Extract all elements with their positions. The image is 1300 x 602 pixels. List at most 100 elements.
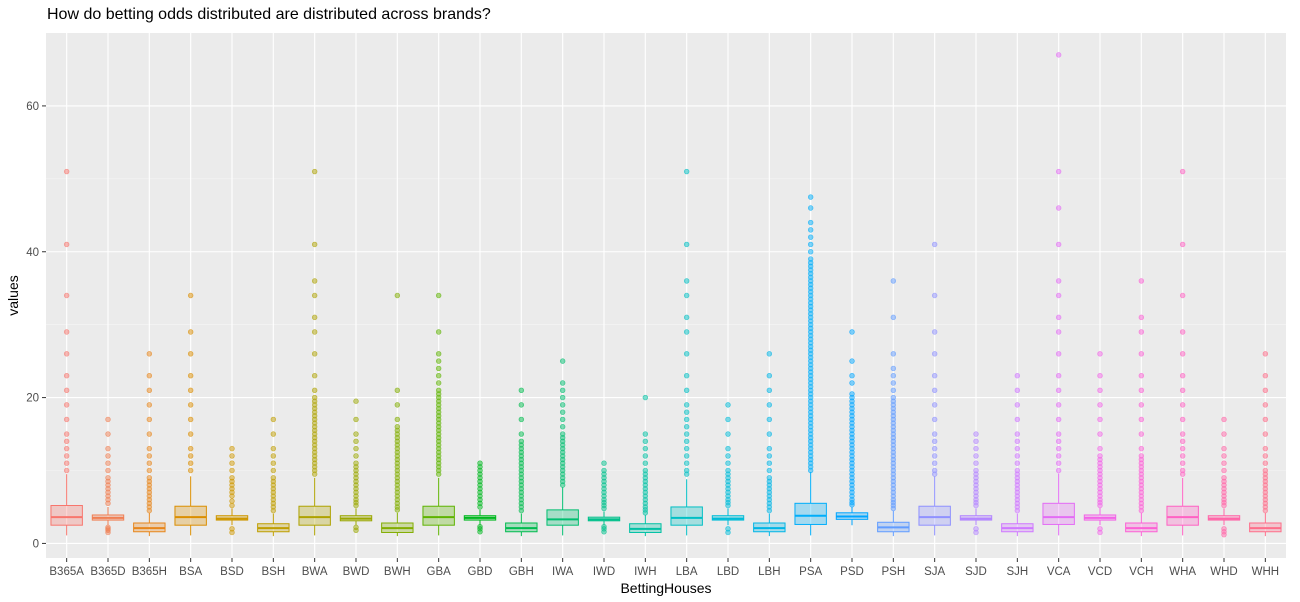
outlier-point — [187, 402, 194, 408]
outlier-point — [146, 351, 153, 357]
outlier-point — [311, 351, 318, 357]
outlier-point — [518, 431, 525, 437]
boxes-layer — [50, 52, 1282, 538]
outlier-point — [642, 394, 649, 401]
outlier-point — [890, 278, 897, 284]
outlier-point — [725, 431, 731, 437]
outlier-point — [1014, 453, 1021, 459]
outlier-point — [1262, 467, 1269, 474]
outlier-point — [683, 329, 690, 335]
box-BSD — [215, 445, 249, 536]
outlier-point — [931, 329, 938, 335]
outlier-point — [973, 438, 979, 445]
outlier-point — [931, 387, 938, 393]
outlier-point — [807, 256, 814, 262]
outlier-point — [311, 329, 318, 335]
outlier-point — [807, 234, 814, 240]
outlier-point — [105, 416, 111, 423]
box-SJH — [1001, 373, 1034, 537]
x-tick-label: VCD — [1088, 566, 1112, 578]
outlier-point — [229, 445, 235, 452]
x-tick-label: SJD — [965, 566, 987, 578]
outlier-point — [766, 453, 773, 459]
outlier-point — [187, 373, 194, 379]
outlier-point — [518, 387, 525, 393]
box-LBA — [670, 168, 703, 536]
outlier-point — [1097, 445, 1103, 452]
outlier-point — [683, 438, 690, 445]
outlier-point — [725, 416, 731, 423]
box-BWD — [339, 398, 373, 533]
outlier-point — [766, 445, 773, 452]
outlier-point — [1179, 460, 1186, 466]
outlier-point — [931, 467, 938, 474]
box-iqr — [50, 505, 83, 526]
outlier-point — [683, 351, 690, 357]
x-tick-label: WHH — [1252, 566, 1279, 578]
y-tick-label: 60 — [26, 101, 39, 113]
outlier-point — [642, 438, 649, 445]
outlier-point — [146, 387, 153, 393]
outlier-point — [931, 241, 938, 248]
outlier-point — [683, 292, 690, 299]
outlier-point — [1055, 205, 1062, 211]
outlier-point — [63, 438, 70, 445]
x-tick-label: WHD — [1210, 566, 1237, 578]
outlier-point — [1097, 526, 1103, 532]
box-iqr — [918, 505, 951, 526]
x-tick-label: GBD — [468, 566, 493, 578]
outlier-point — [931, 416, 938, 423]
outlier-point — [63, 445, 70, 452]
x-tick-label: BSA — [179, 566, 202, 578]
outlier-point — [146, 416, 153, 423]
outlier-point — [311, 168, 318, 175]
outlier-point — [725, 460, 731, 466]
outlier-point — [229, 460, 235, 466]
outlier-point — [1262, 460, 1269, 466]
outlier-point — [105, 467, 111, 474]
outlier-point — [807, 205, 814, 211]
outlier-point — [559, 402, 566, 408]
outlier-point — [1055, 467, 1062, 474]
outlier-point — [1014, 387, 1021, 393]
outlier-point — [683, 278, 690, 284]
outlier-point — [725, 402, 731, 408]
outlier-point — [725, 445, 731, 452]
box-WHH — [1249, 351, 1282, 537]
outlier-point — [63, 402, 70, 408]
x-tick-label: GBA — [427, 566, 452, 578]
outlier-point — [559, 394, 566, 401]
outlier-point — [1055, 402, 1062, 408]
outlier-point — [63, 453, 70, 459]
outlier-point — [683, 416, 690, 423]
outlier-point — [931, 431, 938, 437]
outlier-point — [187, 387, 194, 393]
outlier-point — [394, 387, 401, 393]
outlier-point — [807, 219, 814, 226]
outlier-point — [849, 358, 855, 364]
outlier-point — [642, 467, 649, 474]
outlier-point — [353, 445, 359, 452]
outlier-point — [683, 445, 690, 452]
x-tick-label: BSD — [220, 566, 244, 578]
x-tick-label: BWA — [302, 566, 328, 578]
outlier-point — [849, 329, 855, 335]
outlier-point — [435, 358, 442, 364]
outlier-point — [270, 453, 277, 459]
outlier-point — [890, 380, 897, 386]
outlier-point — [270, 460, 277, 466]
outlier-point — [1097, 416, 1103, 423]
outlier-point — [187, 431, 194, 437]
outlier-point — [1262, 402, 1269, 408]
outlier-point — [1014, 460, 1021, 466]
outlier-point — [559, 409, 566, 415]
outlier-point — [973, 460, 979, 466]
outlier-point — [477, 460, 483, 466]
outlier-point — [890, 314, 897, 321]
outlier-point — [146, 402, 153, 408]
outlier-point — [931, 460, 938, 466]
y-tick-label: 40 — [26, 247, 39, 259]
outlier-point — [1179, 329, 1186, 335]
outlier-point — [1055, 416, 1062, 423]
box-GBA — [422, 292, 455, 536]
